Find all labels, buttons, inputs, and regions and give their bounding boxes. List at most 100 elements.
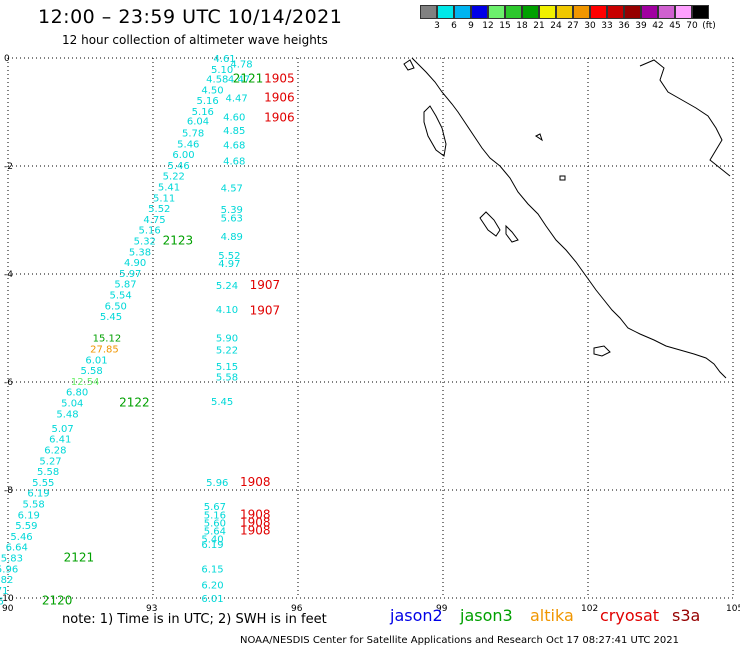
y-tick-label: -10 <box>0 594 14 604</box>
wave-height-value: 5.87 <box>114 280 136 291</box>
page-title: 12:00 – 23:59 UTC 10/14/2021 <box>38 6 343 28</box>
wave-height-value: 4.68 <box>223 140 245 151</box>
wave-height-value: 4.85 <box>223 126 245 137</box>
y-tick-label: 0 <box>4 54 10 64</box>
pass-time-label: 1908 <box>240 507 271 521</box>
wave-height-value: 5.97 <box>119 269 141 280</box>
color-swatch <box>556 5 573 19</box>
wave-height-value: 6.19 <box>27 489 49 500</box>
lat-lon-grid: 90 93 96 99 102 105 0 -2 -4 -6 -8 -10 <box>0 54 740 614</box>
wave-height-value: 5.82 <box>0 575 13 586</box>
coastline <box>403 57 731 379</box>
wave-height-value: 5.15 <box>216 362 238 373</box>
measurement-labels: 4.614.785.104.58 4.474.505.16 4.475.166.04… <box>0 54 295 608</box>
color-scale-label: 15 <box>499 21 511 31</box>
color-swatch <box>658 5 675 19</box>
wave-height-value: 6.28 <box>44 446 66 457</box>
wave-height-value: 4.97 <box>218 259 240 270</box>
coastline-islands-2 <box>479 211 501 237</box>
wave-height-value: 5.48 <box>56 409 78 420</box>
legend-jason2: jason2 <box>390 606 443 625</box>
y-tick-label: -6 <box>4 378 13 388</box>
coastline-islands-1 <box>423 105 447 157</box>
color-swatch <box>590 5 607 19</box>
wave-height-value: 5.52 <box>218 251 240 262</box>
pass-time-label: 1908 <box>240 475 271 489</box>
wave-height-value: 4.60 <box>223 112 245 123</box>
pass-time-label: 2120 <box>42 594 73 608</box>
wave-height-value: 4.61 <box>213 54 235 65</box>
x-tick-label: 105 <box>726 604 740 614</box>
wave-height-value: 6.19 <box>18 510 40 521</box>
wave-height-value: 5.86 <box>0 597 4 608</box>
legend-cryosat: cryosat <box>600 606 660 625</box>
x-tick-label: 93 <box>146 604 157 614</box>
color-scale-labels: 3 6 9 12 15 18 21 24 27 30 33 36 39 42 45 70 (ft) <box>420 19 716 33</box>
pass-time-label: 1906 <box>264 90 295 104</box>
wave-height-value: 27.85 <box>90 345 119 356</box>
pass-time-label: 1907 <box>250 304 281 318</box>
pass-time-label: 1906 <box>264 110 295 124</box>
wave-height-value: 5.55 <box>32 478 54 489</box>
color-swatch <box>573 5 590 19</box>
wave-height-value: 6.04 <box>187 117 209 128</box>
wave-height-value: 5.11 <box>153 193 175 204</box>
wave-height-value: 6.64 <box>6 543 28 554</box>
color-scale-label: 39 <box>635 21 647 31</box>
legend-s3a: s3a <box>672 606 701 625</box>
color-swatch <box>641 5 658 19</box>
wave-height-value: 6.01 <box>85 355 107 366</box>
color-scale-swatches <box>420 5 709 19</box>
wave-height-value: 5.54 <box>110 291 132 302</box>
wave-height-value: 4.89 <box>221 232 243 243</box>
pass-time-label: 1908 <box>240 515 271 529</box>
wave-height-value: 5.64 <box>204 527 226 538</box>
wave-height-value: 5.38 <box>129 247 151 258</box>
legend-jason3: jason3 <box>460 606 513 625</box>
wave-height-value: 5.60 <box>204 518 226 529</box>
coastline-sumatra <box>411 57 727 379</box>
wave-height-value: 15.12 <box>93 334 122 345</box>
color-scale-label: 9 <box>468 21 474 31</box>
color-scale-label: 12 <box>482 21 494 31</box>
color-scale-label: 3 <box>434 21 440 31</box>
wave-height-value: 4.68 <box>223 157 245 168</box>
wave-height-value: 5.67 <box>204 502 226 513</box>
wave-height-value: 5.96 <box>206 478 228 489</box>
wave-height-value: 5.83 <box>1 554 23 565</box>
wave-height-value: 6.50 <box>105 301 127 312</box>
color-scale-label: 42 <box>652 21 664 31</box>
wave-height-value: 6.19 <box>201 540 223 551</box>
y-tick-label: -2 <box>4 162 13 172</box>
pass-time-label: 1907 <box>250 278 281 292</box>
wave-height-value: 5.52 <box>148 204 170 215</box>
wave-height-value: 5.41 <box>158 183 180 194</box>
color-scale-label: (ft) <box>702 21 716 31</box>
color-swatch <box>420 5 437 19</box>
wave-height-value: 4.78 <box>230 59 252 70</box>
wave-height-value: 6.80 <box>66 388 88 399</box>
color-scale-label: 18 <box>516 21 528 31</box>
wave-height-value: 4.58 <box>206 75 228 86</box>
wave-height-value: 5.16 <box>204 510 226 521</box>
legend-altika: altika <box>530 606 574 625</box>
wave-height-value: 5.04 <box>61 399 83 410</box>
x-tick-label: 102 <box>581 604 598 614</box>
y-tick-label: -4 <box>4 270 13 280</box>
pass-time-label: 1908 <box>240 524 271 538</box>
wave-height-value: 5.16 <box>139 226 161 237</box>
wave-height-value: 5.58 <box>216 373 238 384</box>
wave-height-value: 5.16 <box>192 107 214 118</box>
wave-height-value: 5.59 <box>15 521 37 532</box>
wave-height-value: 5.22 <box>216 346 238 357</box>
color-scale-label: 27 <box>567 21 579 31</box>
wave-height-value: 5.46 <box>10 532 32 543</box>
pass-time-label: 2123 <box>163 234 194 248</box>
wave-height-value: 5.63 <box>221 213 243 224</box>
wave-height-value: 5.78 <box>182 129 204 140</box>
wave-height-value: 12.54 <box>71 377 100 388</box>
coastline-islands-4 <box>593 345 611 357</box>
coastline-north-islands <box>403 59 566 181</box>
color-swatch <box>692 5 709 19</box>
wave-height-value: 4.47 <box>228 75 250 86</box>
